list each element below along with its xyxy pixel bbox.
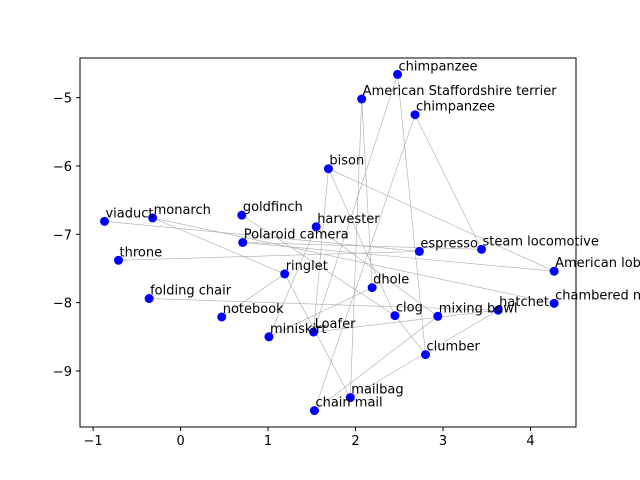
point-label: dhole [373, 273, 409, 288]
data-point [421, 350, 431, 360]
point-label: bison [329, 154, 364, 169]
y-tick-label: −5 [53, 92, 72, 107]
edge-line [314, 316, 438, 411]
y-axis: −5 −6 −7 −8 −9 [53, 92, 80, 380]
point-label: chimpanzee [416, 100, 495, 115]
edge-line [152, 217, 555, 304]
point-label: viaduct [105, 206, 153, 221]
point-label: American Staffordshire terrier [363, 84, 558, 99]
data-point [393, 69, 403, 79]
data-point [414, 246, 424, 256]
data-point [280, 269, 290, 279]
data-point [144, 294, 154, 304]
edge-line [350, 98, 362, 398]
data-point [367, 283, 377, 293]
edge-line [284, 273, 351, 398]
data-point [390, 311, 400, 321]
x-tick-label: 4 [526, 434, 534, 449]
point-label: chimpanzee [399, 59, 478, 74]
point-label: ringlet [286, 259, 328, 274]
data-point [477, 244, 487, 254]
edge-layer [104, 74, 555, 411]
data-point [410, 110, 420, 120]
y-tick-label: −6 [53, 160, 72, 175]
plot-frame [79, 57, 577, 428]
edge-line [241, 214, 396, 316]
data-point [357, 94, 367, 104]
edge-line [414, 114, 482, 250]
point-label: goldfinch [243, 200, 303, 215]
x-tick-label: −1 [84, 434, 103, 449]
edge-line [268, 226, 317, 337]
edge-line [152, 217, 285, 275]
edge-line [313, 74, 398, 333]
edge-line [316, 226, 438, 317]
data-point [99, 216, 109, 226]
edge-line [118, 251, 420, 261]
edge-line [242, 242, 555, 272]
y-tick-label: −8 [53, 297, 72, 312]
point-label: monarch [154, 203, 211, 218]
x-axis: −1 0 1 2 3 4 [84, 427, 535, 449]
data-point [311, 222, 321, 232]
point-label: throne [119, 245, 162, 260]
data-point [237, 210, 247, 220]
point-label: chambered nautilus [555, 288, 640, 303]
point-label: harvester [317, 212, 380, 227]
point-label: clog [396, 301, 423, 316]
data-point [549, 298, 559, 308]
x-tick-label: 0 [176, 434, 184, 449]
x-tick-label: 3 [439, 434, 447, 449]
edge-line [313, 309, 499, 333]
point-label: American lobster [555, 256, 640, 271]
data-point [238, 238, 248, 247]
data-point [113, 255, 123, 265]
data-point [217, 312, 227, 322]
data-point [264, 332, 274, 342]
point-label: Polaroid camera [244, 228, 349, 243]
point-layer [99, 69, 559, 416]
edge-line [394, 315, 426, 355]
point-label: clumber [427, 340, 481, 355]
point-label: folding chair [150, 284, 232, 299]
point-label: mailbag [351, 383, 403, 398]
edge-line [361, 98, 373, 288]
point-label: miniskirt [270, 322, 326, 337]
data-point [309, 406, 319, 416]
data-point [433, 311, 443, 321]
x-tick-label: 1 [264, 434, 272, 449]
data-point [323, 164, 333, 174]
edge-line [221, 273, 285, 318]
point-label: mixing bowl [439, 301, 518, 316]
edge-line [328, 168, 396, 316]
data-point [148, 213, 158, 223]
edge-line [313, 168, 329, 333]
y-tick-label: −9 [53, 365, 72, 380]
point-label: espresso [420, 236, 478, 251]
y-tick-label: −7 [53, 228, 72, 243]
edge-line [242, 242, 482, 250]
data-point [493, 305, 503, 315]
edge-line [268, 287, 373, 338]
point-label: steam locomotive [483, 234, 599, 249]
edge-line [104, 221, 420, 252]
point-label: chain mail [315, 396, 382, 411]
data-point [309, 327, 319, 337]
edge-line [328, 168, 555, 272]
point-label: Loafer [315, 317, 357, 332]
edge-line [149, 298, 499, 311]
data-point [345, 393, 355, 403]
point-label: notebook [223, 302, 284, 317]
x-tick-label: 2 [351, 434, 359, 449]
point-label: hatchet [499, 295, 549, 310]
data-point [549, 266, 559, 276]
